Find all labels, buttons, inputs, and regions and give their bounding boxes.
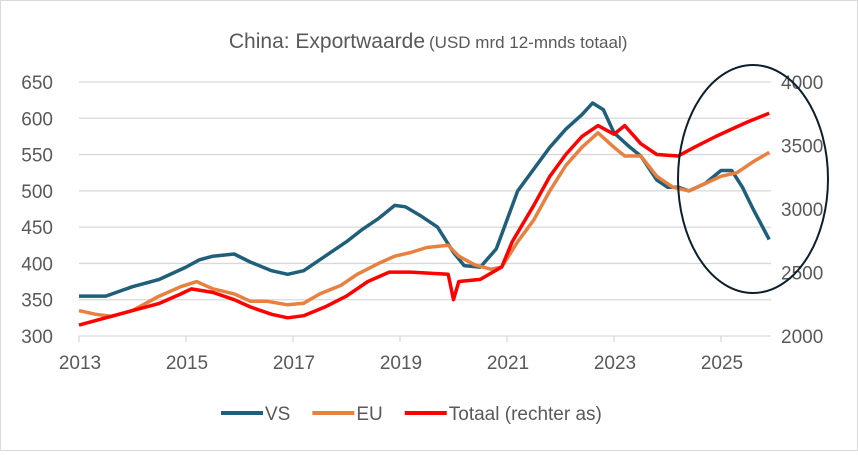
series-line-vs bbox=[79, 101, 771, 298]
series-line-totaal bbox=[78, 111, 770, 327]
y-left-tick-label: 600 bbox=[21, 109, 53, 130]
y-left-tick-label: 550 bbox=[21, 146, 53, 167]
x-tick-label: 2025 bbox=[701, 353, 743, 374]
y-left-tick-label: 400 bbox=[21, 254, 53, 275]
y-left-tick-label: 650 bbox=[21, 73, 53, 94]
x-tick-label: 2013 bbox=[59, 353, 101, 374]
y-right-tick-label: 2000 bbox=[781, 327, 823, 348]
x-tick-label: 2015 bbox=[166, 353, 208, 374]
x-tick-label: 2017 bbox=[273, 353, 315, 374]
y-left-tick-label: 300 bbox=[21, 327, 53, 348]
y-right-tick-label: 4000 bbox=[781, 73, 823, 94]
legend: VS EU Totaal (rechter as) bbox=[221, 404, 602, 425]
legend-label: EU bbox=[356, 404, 382, 425]
y-left-tick-label: 450 bbox=[21, 218, 53, 239]
y-right-tick-label: 2500 bbox=[781, 264, 823, 285]
x-tick-label: 2019 bbox=[380, 353, 422, 374]
y-left-tick-label: 500 bbox=[21, 182, 53, 203]
chart-title: China: Exportwaarde bbox=[229, 30, 425, 53]
series-line-eu bbox=[78, 131, 771, 319]
y-left-tick-label: 350 bbox=[21, 291, 53, 312]
chart-subtitle: (USD mrd 12-mnds totaal) bbox=[429, 33, 627, 52]
highlight-ellipse bbox=[677, 64, 829, 294]
y-right-tick-label: 3000 bbox=[781, 200, 823, 221]
x-tick-label: 2023 bbox=[594, 353, 636, 374]
legend-label: Totaal (rechter as) bbox=[449, 404, 602, 425]
legend-label: VS bbox=[265, 404, 290, 425]
x-tick-label: 2021 bbox=[487, 353, 529, 374]
y-right-tick-label: 3500 bbox=[781, 137, 823, 158]
